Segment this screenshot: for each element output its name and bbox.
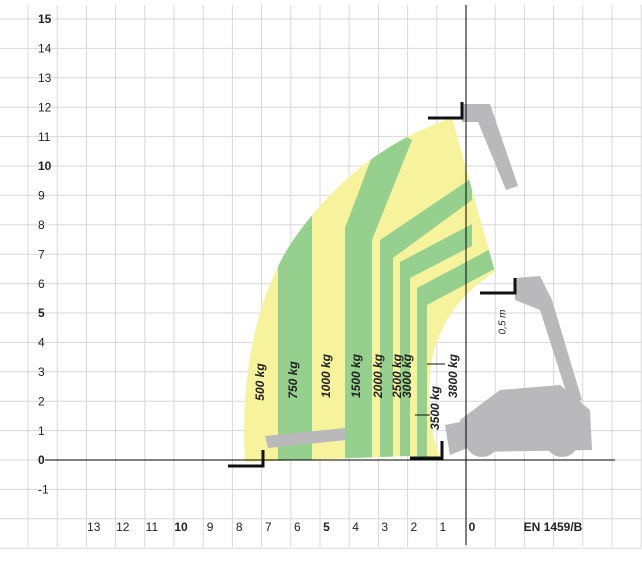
x-tick-label: 8 <box>236 520 243 534</box>
boom-mid <box>515 276 582 404</box>
load-label: 3800 kg <box>446 353 460 398</box>
wheel <box>545 423 579 457</box>
load-label: 500 kg <box>253 363 267 401</box>
fork <box>410 441 444 460</box>
machine <box>265 104 592 457</box>
leaders <box>415 363 445 416</box>
load-label: 3000 kg <box>400 353 414 398</box>
y-tick-label: -1 <box>38 483 49 497</box>
x-tick-label: 11 <box>146 520 159 534</box>
x-tick-label: 4 <box>352 520 359 534</box>
y-tick-label: 14 <box>38 42 52 56</box>
zone-green <box>278 118 312 462</box>
fork <box>428 102 464 120</box>
y-tick-label: 11 <box>38 130 51 144</box>
y-tick-label: 6 <box>38 277 45 291</box>
x-tick-label: 10 <box>174 520 188 534</box>
x-tick-label: 12 <box>116 520 130 534</box>
fork <box>228 450 265 468</box>
y-tick-label: 10 <box>38 159 52 173</box>
boom-low <box>265 428 346 448</box>
x-tick-label: 13 <box>87 520 101 534</box>
load-label: 3500 kg <box>428 385 442 430</box>
boom-top <box>462 104 518 190</box>
y-tick-label: 1 <box>38 424 45 438</box>
y-tick-label: 2 <box>38 394 45 408</box>
x-tick-label: 6 <box>294 520 301 534</box>
y-tick-label: 3 <box>38 365 45 379</box>
load-label: 1000 kg <box>319 353 333 398</box>
wheel <box>465 423 499 457</box>
y-tick-label: 4 <box>38 336 45 350</box>
load-label: 2500 kg <box>390 353 404 399</box>
x-tick-label: 2 <box>410 520 417 534</box>
y-tick-label: 7 <box>38 247 45 261</box>
x-tick-label: 7 <box>265 520 272 534</box>
zone-green <box>417 244 495 462</box>
load-label: 2000 kg <box>371 353 385 399</box>
y-tick-label: 12 <box>38 100 52 114</box>
y-tick-label: 15 <box>38 12 52 26</box>
y-tick-label: 0 <box>38 453 45 467</box>
zone-green <box>380 178 472 462</box>
x-tick-label: 9 <box>207 520 214 534</box>
forks <box>228 102 517 468</box>
annotation: 0,5 m <box>498 309 509 334</box>
boom-front <box>445 420 475 455</box>
zone-green <box>400 224 472 462</box>
standard: EN 1459/B <box>524 520 583 534</box>
y-tick-label: 5 <box>38 306 45 320</box>
y-tick-label: 9 <box>38 189 45 203</box>
zone-green <box>345 125 412 462</box>
x-tick-label: 3 <box>381 520 388 534</box>
load-label: 1500 kg <box>349 353 363 398</box>
x-tick-label: 0 <box>469 520 476 534</box>
y-tick-label: 13 <box>38 71 52 85</box>
x-tick-label: 5 <box>323 520 330 534</box>
load-label: 750 kg <box>286 361 300 399</box>
x-tick-label: 1 <box>440 520 447 534</box>
y-tick-label: 8 <box>38 218 45 232</box>
fork <box>480 278 517 295</box>
